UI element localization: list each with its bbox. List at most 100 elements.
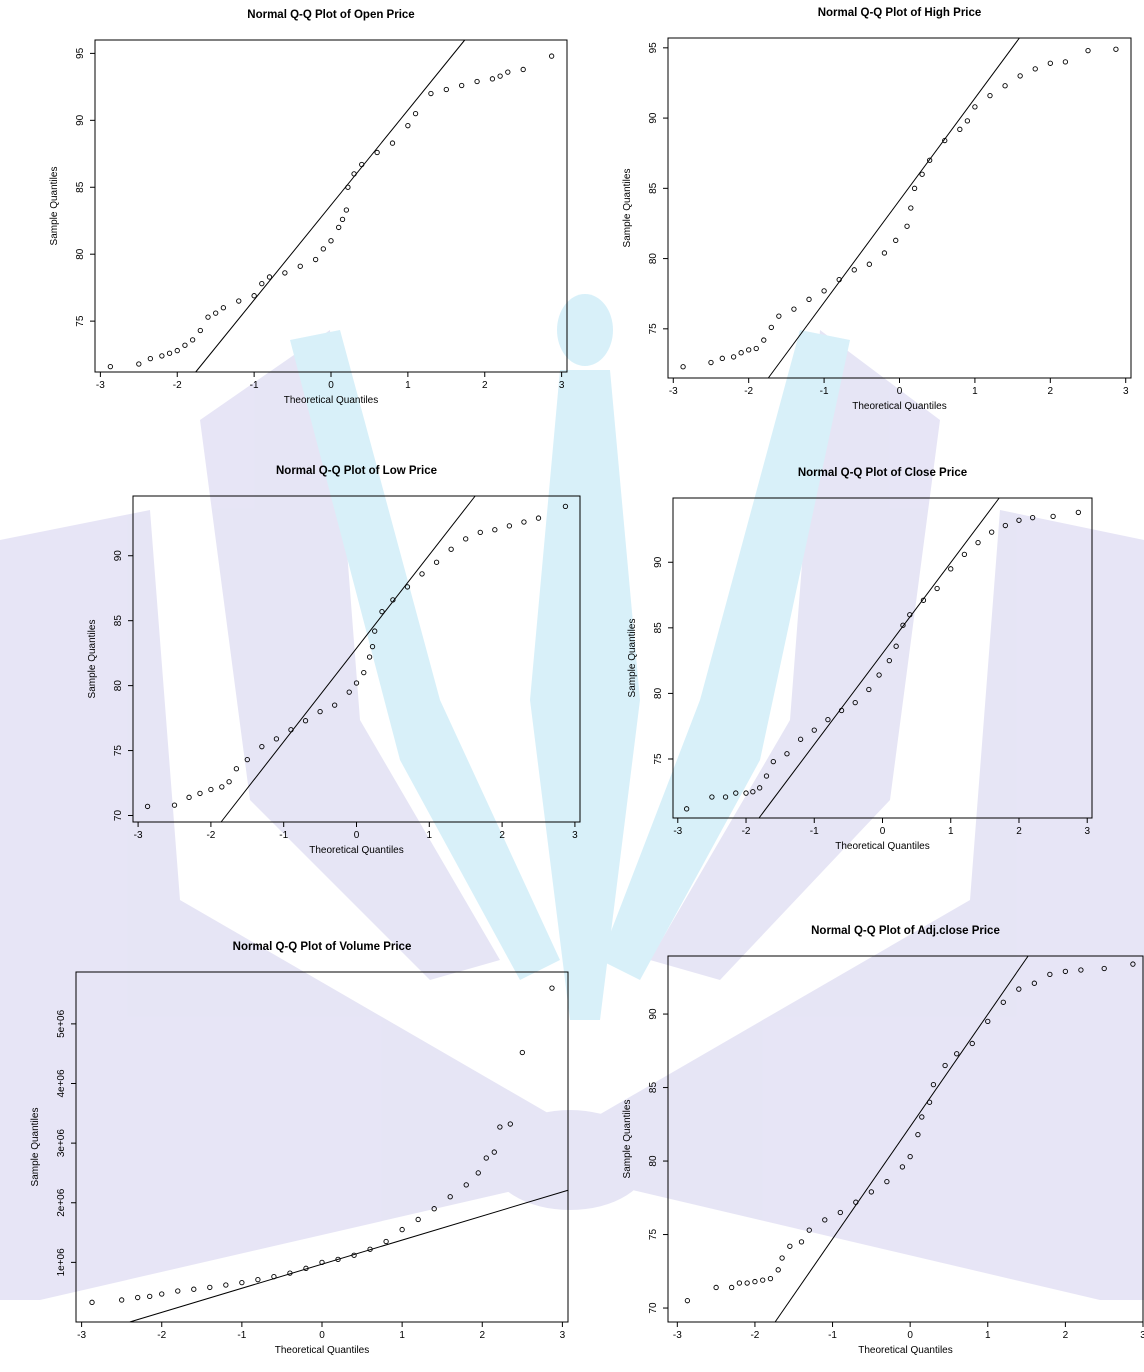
watermark-shape [557,294,613,366]
data-point [219,784,225,790]
data-point [1029,515,1036,521]
data-point [89,1299,95,1305]
data-point [351,171,357,177]
data-point [175,1288,181,1294]
data-point [728,1284,735,1291]
x-tick-label: 0 [897,386,903,397]
y-tick-label: 70 [113,810,124,822]
data-point [351,1252,357,1258]
data-point [159,1291,165,1297]
data-point [506,523,513,529]
data-point [389,140,396,146]
data-point [317,708,323,715]
data-point [775,1267,781,1273]
x-tick-label: 2 [1048,386,1054,397]
x-tick-label: 3 [572,830,578,841]
x-tick-label: -2 [744,386,753,397]
data-point [736,1280,743,1286]
data-point [942,137,948,144]
data-point [233,766,240,772]
watermark-shape [530,370,640,1020]
data-point [730,354,737,360]
x-tick-label: 0 [880,826,886,837]
y-tick-label: 80 [113,680,124,692]
data-point [415,1216,421,1223]
data-point [147,355,153,362]
data-point [900,622,906,628]
y-tick-label: 75 [653,753,664,765]
data-point [302,718,309,724]
y-axis-label: Sample Quantiles [49,167,60,246]
x-tick-label: -1 [828,1330,837,1341]
x-tick-label: 1 [427,830,433,841]
data-point [1016,986,1022,992]
data-point [171,802,178,808]
data-point [191,1286,197,1292]
y-tick-label: 85 [653,622,664,634]
data-point [549,985,555,991]
data-point [926,1099,933,1105]
data-point [934,585,940,592]
y-tick-label: 2e+06 [56,1188,67,1217]
x-axis-label: Theoretical Quantiles [852,401,947,412]
data-point [383,1238,389,1245]
x-tick-label: 0 [907,1330,913,1341]
y-tick-label: 75 [648,1229,659,1241]
data-point [836,277,842,283]
y-tick-label: 85 [113,615,124,627]
data-point [259,744,265,750]
data-point [319,1259,325,1266]
reference-line [758,497,1000,819]
data-point [866,261,872,267]
y-tick-label: 4e+06 [56,1069,67,1098]
data-point [562,503,569,510]
data-point [853,1199,859,1205]
chart-title: Normal Q-Q Plot of Close Price [798,467,967,479]
data-point [223,1282,229,1288]
data-point [989,529,995,535]
data-point [822,1217,828,1223]
x-tick-label: -1 [810,826,819,837]
data-point [366,654,373,660]
data-point [303,1265,309,1271]
y-tick-label: 75 [648,323,659,335]
data-point [948,566,954,572]
chart-title: Normal Q-Q Plot of Adj.close Price [811,925,1000,937]
data-point [961,551,968,558]
data-point [335,1256,341,1263]
data-point [975,539,981,546]
data-point [507,1121,513,1127]
plot-frame [667,955,1144,1323]
data-point [757,785,763,791]
qq-plot: Normal Q-Q Plot of Low Price Theoretical … [87,465,581,856]
data-point [520,66,526,73]
data-point [806,1227,812,1233]
data-point [797,736,804,742]
data-point [954,1051,960,1057]
data-point [359,161,365,168]
y-tick-label: 80 [75,248,86,260]
watermark-shape [290,330,560,980]
data-point [930,1081,937,1088]
data-point [1002,83,1008,89]
data-point [684,1298,691,1304]
data-point [405,123,411,129]
data-point [431,1206,437,1212]
data-point [521,519,527,525]
x-tick-label: -1 [820,386,829,397]
data-point [825,716,831,723]
data-point [220,305,227,311]
y-tick-label: 90 [653,556,664,568]
data-point [899,1164,906,1170]
data-point [443,86,449,93]
data-point [776,313,782,319]
data-point [987,92,993,99]
data-point [1032,66,1038,72]
y-axis-label: Sample Quantiles [622,169,633,248]
data-point [927,157,933,163]
data-point [505,69,511,75]
watermark-shape [600,330,850,980]
data-point [244,757,250,763]
data-point [1047,60,1053,66]
data-point [255,1277,261,1283]
